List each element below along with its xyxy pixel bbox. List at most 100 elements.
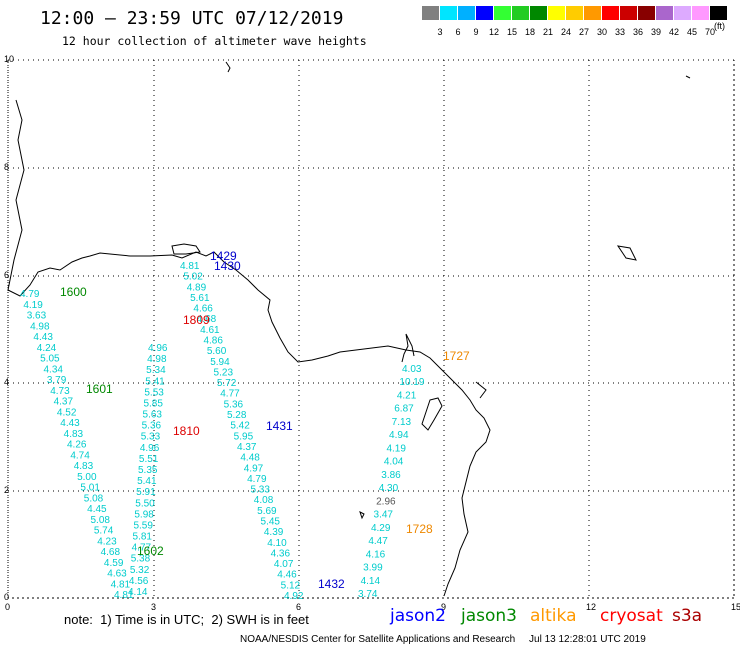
wave-height-value: 4.74: [70, 450, 90, 461]
wave-height-value: 5.12: [281, 580, 301, 591]
wave-height-value: 4.34: [44, 364, 64, 375]
wave-height-value: 5.32: [130, 565, 150, 576]
wave-height-value: 4.19: [386, 443, 406, 454]
pass-time-label: 1600: [60, 285, 87, 299]
wave-height-value: 4.98: [30, 321, 50, 332]
scale-swatch: [584, 6, 601, 20]
wave-height-value: 4.08: [254, 495, 274, 506]
wave-height-value: 4.48: [240, 453, 260, 464]
wave-height-value: 5.81: [133, 532, 153, 543]
x-tick-label: 12: [586, 602, 597, 612]
wave-height-value: 4.81: [111, 579, 131, 590]
scale-label: 70: [704, 27, 715, 37]
wave-height-value: 3.63: [27, 311, 47, 322]
wave-height-value: 6.87: [394, 404, 414, 415]
pass-time-label: 1431: [266, 419, 293, 433]
map-subtitle: 12 hour collection of altimeter wave hei…: [62, 34, 367, 48]
wave-height-value: 5.94: [210, 357, 230, 368]
scale-swatch: [530, 6, 547, 20]
wave-height-value: 5.23: [214, 367, 234, 378]
satellite-legend-altika: altika: [530, 606, 577, 626]
scale-label: 15: [506, 27, 517, 37]
satellite-legend-jason2: jason2: [390, 606, 446, 626]
wave-height-value: 3.79: [47, 375, 67, 386]
coastline: [7, 61, 691, 597]
wave-height-value: 4.43: [33, 332, 53, 343]
x-tick-label: 3: [151, 602, 157, 612]
wave-height-value: 4.14: [361, 576, 381, 587]
pass-time-label: 1432: [318, 577, 345, 591]
x-tick-label: 0: [5, 602, 11, 612]
wave-height-value: 5.34: [146, 365, 166, 376]
lat-lon-grid: [7, 59, 735, 599]
wave-height-value: 4.26: [67, 440, 87, 451]
pass-time-label: 1727: [443, 349, 470, 363]
scale-label: 27: [578, 27, 589, 37]
y-tick-label: 0: [4, 592, 10, 602]
scale-label: 21: [542, 27, 553, 37]
scale-swatch: [476, 6, 493, 20]
wave-height-value: 5.36: [224, 399, 244, 410]
wave-height-value: 5.08: [91, 515, 111, 526]
scale-label: 42: [668, 27, 679, 37]
wave-height-value: 4.83: [74, 461, 94, 472]
wave-height-value: 4.59: [104, 558, 124, 569]
wave-height-value: 2.96: [376, 496, 396, 507]
wave-height-value: 5.33: [141, 432, 161, 443]
wave-height-value: 4.97: [244, 463, 264, 474]
scale-label: 6: [455, 27, 461, 37]
scale-swatch: [440, 6, 457, 20]
wave-height-value: 4.46: [277, 570, 297, 581]
scale-swatch: [512, 6, 529, 20]
y-tick-label: 8: [4, 162, 10, 172]
wave-height-value: 5.74: [94, 526, 114, 537]
wave-height-value: 4.68: [197, 314, 217, 325]
wave-height-value: 5.85: [143, 398, 163, 409]
wave-height-value: 5.08: [84, 493, 104, 504]
wave-height-value: 4.81: [114, 590, 134, 601]
scale-label: 45: [686, 27, 697, 37]
wave-height-value: 4.83: [64, 429, 84, 440]
wave-height-value: 4.77: [132, 543, 152, 554]
scale-swatch: [494, 6, 511, 20]
wave-height-value: 4.45: [87, 504, 107, 515]
wave-height-value: 4.29: [371, 523, 391, 534]
wave-height-value: 4.47: [368, 536, 388, 547]
wave-height-value: 4.61: [200, 325, 220, 336]
map-title: 12:00 – 23:59 UTC 07/12/2019: [40, 8, 344, 29]
x-tick-label: 6: [296, 602, 302, 612]
scale-label: 33: [614, 27, 625, 37]
wave-height-value: 5.41: [145, 376, 165, 387]
map-frame: [7, 59, 735, 599]
wave-height-value: 4.23: [97, 536, 117, 547]
satellite-legend-cryosat: cryosat: [600, 606, 663, 626]
wave-height-value: 5.45: [261, 516, 281, 527]
wave-height-value: 4.24: [37, 343, 57, 354]
scale-swatch: [638, 6, 655, 20]
note-text: note: 1) Time is in UTC; 2) SWH is in fe…: [64, 612, 309, 627]
wave-height-value: 4.19: [23, 300, 43, 311]
wave-height-value: 5.33: [250, 485, 270, 496]
wave-height-value: 4.37: [237, 442, 257, 453]
satellite-legend-s3a: s3a: [672, 606, 703, 626]
wave-height-value: 4.89: [187, 282, 207, 293]
wave-height-value: 5.35: [138, 465, 158, 476]
wave-height-value: 5.91: [136, 487, 156, 498]
wave-height-value: 5.61: [190, 293, 210, 304]
wave-height-value: 4.56: [129, 576, 149, 587]
wave-height-value: 4.04: [384, 457, 404, 468]
wave-height-value: 5.00: [77, 472, 97, 483]
wave-height-value: 5.53: [144, 387, 164, 398]
scale-label: 24: [560, 27, 571, 37]
pass-time-label: 1809: [183, 313, 210, 327]
y-tick-label: 2: [4, 485, 10, 495]
wave-height-value: 4.92: [284, 591, 304, 602]
x-tick-label: 9: [441, 602, 447, 612]
wave-height-value: 4.96: [148, 343, 168, 354]
scale-swatch: [566, 6, 583, 20]
wave-height-value: 4.37: [54, 397, 74, 408]
wave-height-value: 5.72: [217, 378, 237, 389]
pass-time-label: 1429: [210, 249, 237, 263]
wave-height-value: 5.98: [134, 509, 154, 520]
